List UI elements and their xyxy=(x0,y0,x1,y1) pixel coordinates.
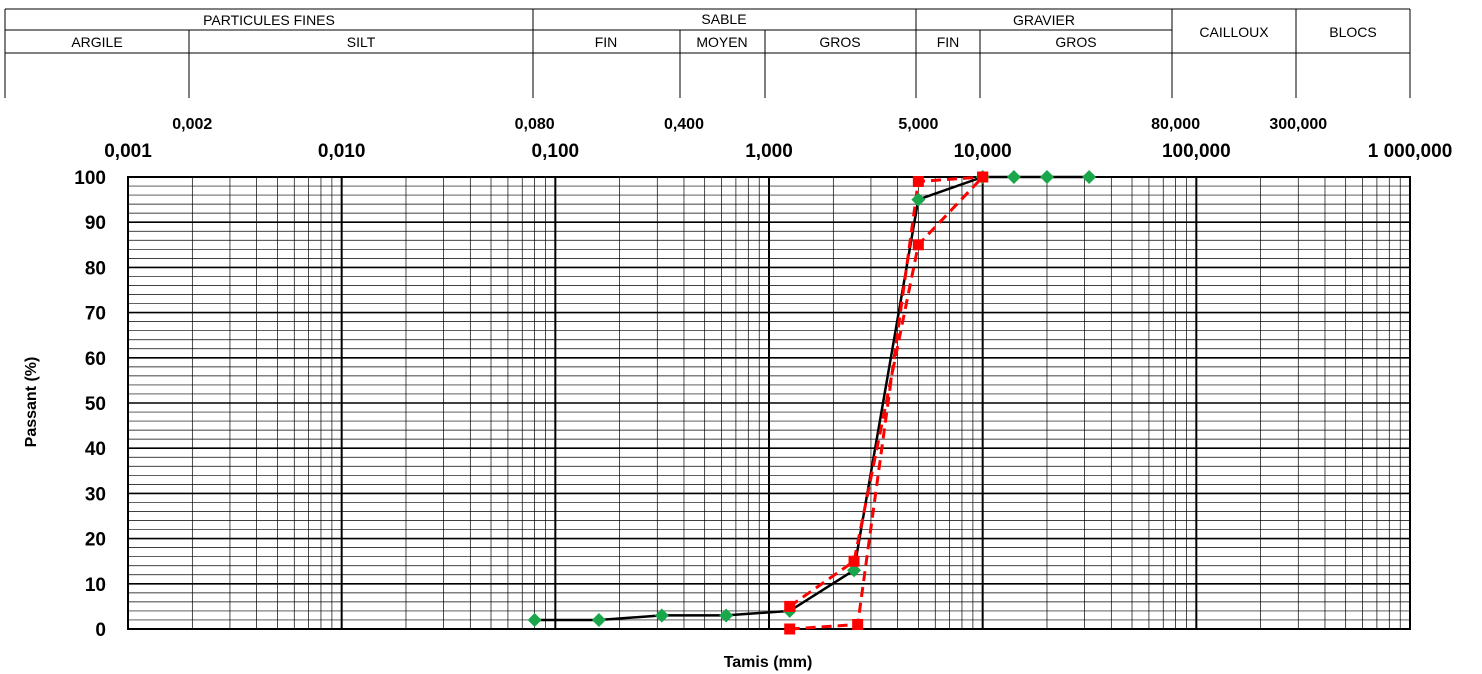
y-tick-label: 70 xyxy=(85,304,106,325)
series-2-point xyxy=(784,623,796,635)
series-0-point xyxy=(719,608,734,623)
series-2-point xyxy=(977,171,989,183)
series-0-point xyxy=(1082,170,1097,184)
class-sable-fin-label: FIN xyxy=(595,34,618,50)
x-limit-tick-label: 0,002 xyxy=(172,116,212,133)
group-sable-label: SABLE xyxy=(701,11,746,27)
group-fines-label: PARTICULES FINES xyxy=(203,12,335,28)
x-major-tick-label: 0,001 xyxy=(104,141,152,162)
series-0-point xyxy=(1039,170,1054,184)
series-0-point xyxy=(591,612,606,627)
series-0-point xyxy=(847,563,862,578)
series-1-point xyxy=(912,239,924,251)
class-argile-label: ARGILE xyxy=(71,34,122,50)
x-major-tick-label: 0,100 xyxy=(532,141,580,162)
y-tick-label: 20 xyxy=(85,530,106,551)
x-major-tick-label: 10,000 xyxy=(954,141,1012,162)
x-major-tick-label: 1,000 xyxy=(745,141,793,162)
series-1-point xyxy=(784,600,796,612)
series-1-point xyxy=(848,555,860,567)
y-tick-label: 10 xyxy=(85,575,106,596)
x-limit-tick-label: 80,000 xyxy=(1151,116,1200,133)
series-0-point xyxy=(527,612,542,627)
class-silt-label: SILT xyxy=(347,34,376,50)
class-blocs-label: BLOCS xyxy=(1329,24,1376,40)
series-layer xyxy=(527,170,1097,635)
y-axis-label: Passant (%) xyxy=(23,357,40,448)
series-0-point xyxy=(1006,170,1021,184)
y-tick-label: 90 xyxy=(85,213,106,234)
x-axis-label: Tamis (mm) xyxy=(724,654,813,671)
series-2-point xyxy=(852,618,864,630)
plot-frame xyxy=(127,176,1411,630)
y-tick-label: 80 xyxy=(85,258,106,279)
x-major-tick-label: 0,010 xyxy=(318,141,366,162)
series-0-point xyxy=(911,192,926,207)
x-major-tick-label: 1 000,000 xyxy=(1368,141,1453,162)
class-cailloux-label: CAILLOUX xyxy=(1199,24,1269,40)
y-tick-label: 100 xyxy=(74,168,106,189)
y-tick-label: 30 xyxy=(85,484,106,505)
classification-table xyxy=(4,8,1411,98)
x-limit-ticks: 0,002 0,080 0,400 5,000 80,000 300,000 xyxy=(172,116,1327,133)
x-limit-tick-label: 0,400 xyxy=(664,116,704,133)
class-sable-gros-label: GROS xyxy=(819,34,860,50)
y-ticks: 0 10 20 30 40 50 60 70 80 90 100 xyxy=(74,168,106,641)
series-1-line xyxy=(788,175,984,608)
x-limit-tick-label: 300,000 xyxy=(1269,116,1327,133)
group-gravier-label: GRAVIER xyxy=(1013,12,1075,28)
series-0-line xyxy=(534,175,1090,622)
series-2-point xyxy=(912,176,924,188)
y-tick-label: 60 xyxy=(85,349,106,370)
class-sable-moyen-label: MOYEN xyxy=(696,34,747,50)
y-tick-label: 50 xyxy=(85,394,106,415)
plot-grid xyxy=(127,176,1411,630)
series-2-line xyxy=(789,175,983,631)
x-major-tick-label: 100,000 xyxy=(1162,141,1231,162)
class-gravier-fin-label: FIN xyxy=(937,34,960,50)
y-tick-label: 0 xyxy=(95,620,106,641)
series-0-point xyxy=(654,608,669,623)
x-limit-tick-label: 5,000 xyxy=(898,116,938,133)
x-major-ticks: 0,001 0,010 0,100 1,000 10,000 100,000 1 000,0… xyxy=(104,141,1452,162)
x-limit-tick-label: 0,080 xyxy=(515,116,555,133)
class-gravier-gros-label: GROS xyxy=(1055,34,1096,50)
y-tick-label: 40 xyxy=(85,439,106,460)
